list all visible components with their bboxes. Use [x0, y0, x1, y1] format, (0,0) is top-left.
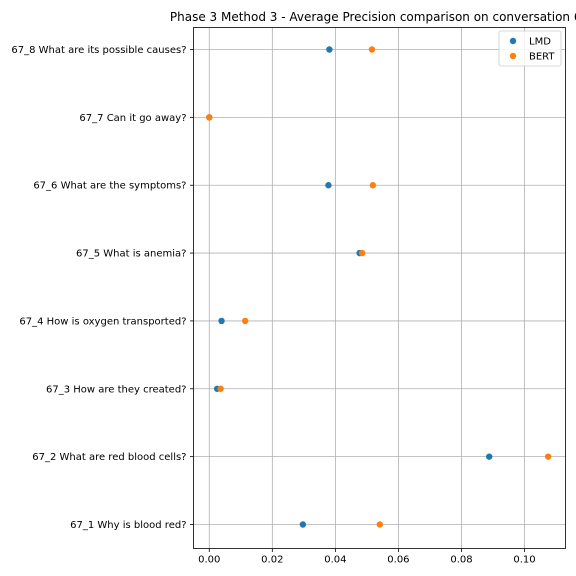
data-point-lmd	[326, 46, 333, 53]
legend-label-bert: BERT	[529, 52, 555, 63]
y-tick-label: 67_3 How are they created?	[46, 384, 187, 395]
data-point-bert	[242, 317, 249, 325]
axis-ticks: 0.00 0.02 0.04 0.06 0.08 0.10 67_1 Why is bloo…	[11, 45, 535, 566]
y-tick-label: 67_7 Can it go away?	[79, 113, 186, 124]
legend-marker-lmd	[509, 37, 517, 45]
x-tick-label: 0.10	[513, 555, 535, 566]
y-tick-label: 67_8 What are its possible causes?	[11, 45, 186, 56]
data-point-bert	[376, 521, 384, 528]
chart-title: Phase 3 Method 3 - Average Precision com…	[170, 10, 576, 24]
x-tick-label: 0.00	[198, 555, 220, 566]
data-point-bert	[217, 385, 224, 392]
x-tick-label: 0.04	[324, 555, 346, 566]
x-tick-label: 0.02	[261, 555, 283, 566]
y-tick-label: 67_1 Why is blood red?	[70, 520, 186, 531]
data-point-bert	[369, 182, 377, 189]
data-point-bert	[206, 114, 213, 121]
y-tick-label: 67_4 How is oxygen transported?	[19, 316, 186, 327]
legend-label-lmd: LMD	[529, 37, 551, 48]
x-tick-label: 0.08	[450, 555, 472, 566]
legend-marker-bert	[509, 52, 517, 60]
data-point-lmd	[325, 182, 332, 189]
data-point-bert	[368, 46, 376, 53]
data-point-lmd	[218, 317, 225, 325]
data-point-bert	[544, 453, 552, 460]
grid	[193, 27, 566, 549]
y-tick-label: 67_2 What are red blood cells?	[32, 452, 186, 463]
plot-area-frame	[193, 27, 566, 549]
x-tick-label: 0.06	[387, 555, 409, 566]
data-points	[206, 46, 552, 528]
data-point-lmd	[486, 453, 493, 460]
data-point-bert	[358, 249, 366, 257]
legend: LMD BERT	[498, 30, 562, 67]
y-tick-label: 67_5 What is anemia?	[76, 249, 186, 260]
data-point-lmd	[299, 521, 307, 528]
y-tick-label: 67_6 What are the symptoms?	[33, 181, 186, 192]
